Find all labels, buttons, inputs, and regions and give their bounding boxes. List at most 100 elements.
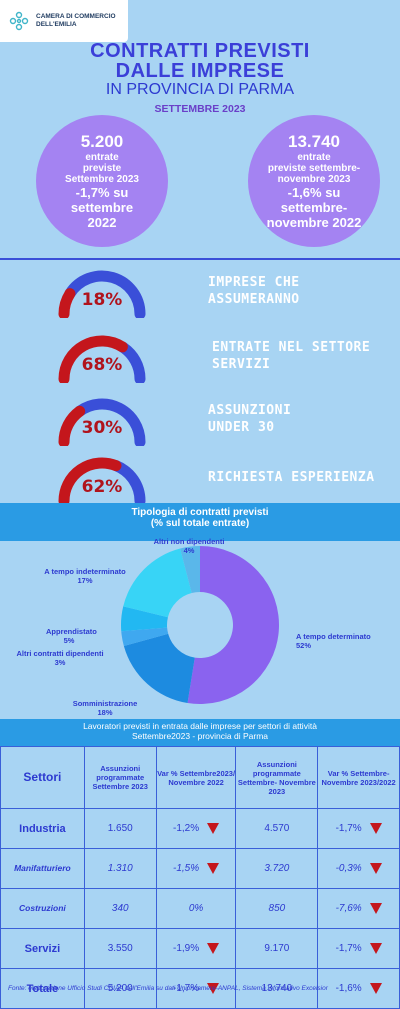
header-col3: Assunzioni programmate Settembre- Novemb… — [235, 746, 319, 809]
slice-name: Apprendistato — [46, 627, 97, 636]
sector-cell: Costruzioni — [0, 888, 85, 929]
donut-label: Altri contratti dipendenti 3% — [4, 649, 116, 667]
gauge-fill — [58, 405, 86, 446]
value-cell: 3.550 — [83, 928, 157, 969]
gauge-label-line1: IMPRESE CHE — [208, 275, 300, 290]
circle-september: 5.200 entrate previste Settembre 2023 -1… — [36, 115, 168, 247]
gauge-arc — [58, 398, 146, 446]
donut-slice — [123, 633, 195, 704]
value-cell: 1.650 — [83, 808, 157, 849]
gauge-arc — [58, 270, 146, 318]
table-row: Servizi 3.550 -1,9% 9.170 -1,7% — [0, 928, 400, 969]
sector-cell: Industria — [0, 808, 85, 849]
sector-cell: Manifatturiero — [0, 848, 85, 889]
table-row: Costruzioni 340 0% 850 -7,6% — [0, 888, 400, 929]
table-title-band: Lavoratori previsti in entrata dalle imp… — [0, 719, 400, 746]
source-footer: Fonte: elaborazione Ufficio Studi CCIAA … — [8, 985, 328, 992]
value-cell: 1.310 — [83, 848, 157, 889]
table-row: Industria 1.650 -1,2% 4.570 -1,7% — [0, 808, 400, 849]
value-cell: -1,7% — [317, 808, 400, 849]
header-col4: Var % Settembre- Novembre 2023/2022 — [317, 746, 400, 809]
down-arrow-icon — [369, 982, 382, 994]
sector-cell: Servizi — [0, 928, 85, 969]
down-arrow-icon — [207, 942, 220, 954]
value-cell: -1,5% — [155, 848, 237, 889]
donut-slice — [187, 546, 279, 704]
logo-line2: DELL'EMILIA — [36, 21, 77, 28]
gauge-label: RICHIESTA ESPERIENZA — [208, 469, 375, 486]
header-col2: Var % Settembre2023/ Novembre 2022 — [155, 746, 237, 809]
slice-value: 18% — [97, 708, 113, 717]
circle-line1: entrate — [297, 152, 331, 163]
donut-title-band: Tipologia di contratti previsti (% sul t… — [0, 503, 400, 541]
gauge-percent: 62% — [81, 477, 123, 497]
value-cell: -1,7% — [317, 928, 400, 969]
donut-label: A tempo indeterminato 17% — [40, 567, 130, 585]
period-label: SETTEMBRE 2023 — [154, 103, 246, 115]
gauge-rest — [74, 398, 146, 446]
value-cell: 340 — [83, 888, 157, 929]
circle-var2: settembre- — [280, 200, 348, 215]
value-cell: 0% — [155, 888, 237, 929]
gauge-label-line2: ASSUMERANNO — [208, 292, 300, 307]
circle-value: 5.200 — [80, 132, 124, 151]
slice-name: Altri contratti dipendenti — [16, 649, 104, 658]
circle-var3: novembre 2022 — [266, 215, 362, 230]
circle-var3: 2022 — [87, 215, 117, 230]
gauge-percent: 68% — [81, 355, 123, 375]
gauge-percent: 30% — [81, 418, 123, 438]
circle-line2: previste — [82, 163, 122, 174]
sector-table: Settori Assunzioni programmate Settembre… — [0, 746, 400, 1009]
gauge-arc — [58, 457, 146, 505]
circle-sep-nov: 13.740 entrate previste settembre- novem… — [248, 115, 380, 247]
page-title-line3: IN PROVINCIA DI PARMA — [105, 81, 295, 98]
donut-label: Altri non dipendenti 4% — [134, 537, 244, 555]
down-arrow-icon — [207, 862, 220, 874]
circle-line3: Settembre 2023 — [65, 174, 139, 185]
gauge-arc — [58, 335, 146, 383]
logo-icon — [9, 11, 29, 31]
table-row: Manifatturiero 1.310 -1,5% 3.720 -0,3% — [0, 848, 400, 889]
slice-name: A tempo determinato — [296, 632, 371, 641]
circle-line2: previste settembre- — [267, 163, 361, 174]
circle-var2: settembre — [70, 200, 134, 215]
circle-value: 13.740 — [288, 132, 340, 151]
circle-line1: entrate — [85, 152, 119, 163]
circle-var1: -1,6% su — [287, 185, 341, 200]
down-arrow-icon — [369, 822, 382, 834]
donut-chart — [121, 546, 279, 704]
slice-value: 4% — [183, 546, 195, 555]
circle-var1: -1,7% su — [75, 185, 129, 200]
logo: CAMERA DI COMMERCIO DELL'EMILIA — [0, 0, 128, 42]
gauge-rest — [64, 270, 146, 318]
gauge-fill — [58, 457, 122, 505]
header-sector: Settori — [0, 746, 85, 809]
gauge-label-line2: UNDER 30 — [208, 420, 275, 435]
value-cell: 4.570 — [235, 808, 319, 849]
down-arrow-icon — [369, 942, 382, 954]
slice-value: 52% — [296, 641, 312, 650]
gauge-fill — [58, 335, 128, 383]
gauge-fill — [58, 288, 76, 318]
down-arrow-icon — [207, 982, 220, 994]
donut-label: Apprendistato 5% — [46, 627, 97, 645]
slice-value: 17% — [77, 576, 93, 585]
gauge-label-line1: RICHIESTA ESPERIENZA — [208, 470, 375, 485]
gauge-label: ENTRATE NEL SETTORE SERVIZI — [212, 339, 370, 373]
gauge-label-line2: SERVIZI — [212, 357, 271, 372]
gauge-label: ASSUNZIONI UNDER 30 — [208, 402, 291, 436]
down-arrow-icon — [207, 822, 220, 834]
table-title1: Lavoratori previsti in entrata dalle imp… — [83, 721, 317, 731]
down-arrow-icon — [369, 902, 382, 914]
header-col1: Assunzioni programmate Settembre 2023 — [83, 746, 157, 809]
divider — [0, 258, 400, 260]
page-title-line1: CONTRATTI PREVISTI — [90, 40, 310, 62]
value-cell: 9.170 — [235, 928, 319, 969]
donut-slice — [121, 627, 169, 647]
value-cell: 3.720 — [235, 848, 319, 889]
slice-value: 5% — [63, 636, 75, 645]
slice-value: 3% — [54, 658, 66, 667]
donut-slice — [121, 606, 168, 632]
donut-label: Somministrazione 18% — [60, 699, 150, 717]
value-cell: -1,9% — [155, 928, 237, 969]
